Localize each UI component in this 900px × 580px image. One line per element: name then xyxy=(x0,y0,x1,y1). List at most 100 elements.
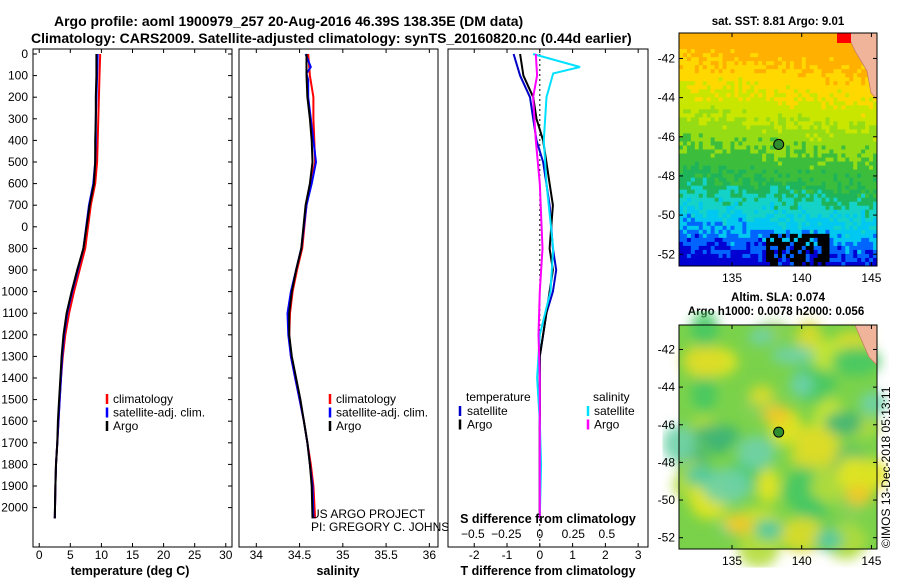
sst-cell xyxy=(690,229,696,235)
sst-cell xyxy=(718,77,723,82)
sst-cell xyxy=(718,173,723,179)
difference-series xyxy=(512,53,581,519)
sst-cell xyxy=(734,189,739,195)
sst-cell xyxy=(714,113,719,118)
sst-cell xyxy=(750,153,755,158)
sst-cell xyxy=(766,137,771,142)
sst-cell xyxy=(722,193,727,199)
sst-cell xyxy=(679,77,684,82)
sst-cell xyxy=(750,149,755,154)
sst-cell xyxy=(829,101,834,106)
sst-cell xyxy=(801,261,807,267)
sst-cell xyxy=(781,249,787,255)
sst-cell xyxy=(861,209,866,215)
sst-cell xyxy=(702,69,708,74)
sst-cell xyxy=(702,241,708,247)
sst-cell xyxy=(781,229,787,235)
tdiff-tick-label: -2 xyxy=(469,548,480,562)
sst-cell xyxy=(785,153,791,158)
sst-cell xyxy=(841,225,846,231)
sst-cell xyxy=(722,185,727,191)
sst-cell xyxy=(682,85,688,90)
sst-cell xyxy=(873,137,878,142)
sst-cell xyxy=(825,49,830,54)
sst-cell xyxy=(698,213,704,219)
sst-cell xyxy=(849,97,854,102)
sst-cell xyxy=(690,165,696,170)
sst-cell xyxy=(785,209,791,215)
map-lon-label: 135 xyxy=(722,554,742,568)
sst-cell xyxy=(774,121,779,126)
sst-cell xyxy=(698,33,704,38)
sst-cell xyxy=(738,165,743,170)
sst-cell xyxy=(821,153,826,158)
sst-cell xyxy=(781,61,787,66)
sst-cell xyxy=(750,101,755,106)
sst-cell xyxy=(778,213,783,219)
sst-cell xyxy=(841,177,846,183)
sst-cell xyxy=(750,121,755,126)
sst-cell xyxy=(841,61,846,66)
sst-cell xyxy=(726,253,731,259)
sst-cell xyxy=(829,105,834,110)
sst-cell xyxy=(730,177,735,183)
sst-cell xyxy=(825,105,830,110)
sst-cell xyxy=(805,37,811,42)
sst-cell xyxy=(730,41,735,46)
sst-cell xyxy=(793,169,799,175)
sst-cell xyxy=(805,65,811,70)
sst-cell xyxy=(869,205,874,211)
legend-label: Argo xyxy=(594,418,620,432)
sst-cell xyxy=(726,93,731,98)
sst-cell xyxy=(714,61,719,66)
sst-cell xyxy=(746,261,751,267)
sst-cell xyxy=(861,241,866,247)
sst-cell xyxy=(746,77,751,82)
sst-cell xyxy=(754,137,759,142)
sst-cell xyxy=(682,57,688,62)
sla-blob xyxy=(859,391,887,416)
sst-cell xyxy=(679,105,684,110)
sst-cell xyxy=(873,133,878,138)
sst-cell xyxy=(873,217,878,223)
sst-cell xyxy=(738,161,743,166)
sst-cell xyxy=(849,213,854,219)
sst-cell xyxy=(762,177,767,183)
sst-cell xyxy=(857,261,862,267)
sst-cell xyxy=(821,133,826,138)
sst-cell xyxy=(845,129,850,134)
sst-cell xyxy=(781,45,787,50)
sst-cell xyxy=(797,225,803,231)
sst-cell xyxy=(861,165,866,170)
sst-cell xyxy=(698,165,704,170)
sst-cell xyxy=(694,41,700,46)
sst-cell xyxy=(837,185,842,191)
sst-cell xyxy=(710,37,716,42)
sst-cell xyxy=(690,149,696,154)
sst-cell xyxy=(706,169,712,175)
sst-cell xyxy=(714,85,719,90)
sst-cell xyxy=(754,237,759,243)
sst-cell xyxy=(730,157,735,162)
sst-cell xyxy=(686,97,692,102)
sst-cell xyxy=(857,157,862,162)
sst-cell xyxy=(853,185,858,191)
sst-cell xyxy=(742,53,747,58)
sst-cell xyxy=(805,97,811,102)
sst-cell xyxy=(690,125,696,130)
sst-cell xyxy=(690,205,696,211)
sst-cell xyxy=(809,225,815,231)
sst-cell xyxy=(829,65,834,70)
sst-cell xyxy=(734,221,739,227)
sst-cell xyxy=(857,141,862,146)
sst-cell xyxy=(698,77,704,82)
sst-cell xyxy=(726,261,731,267)
sst-cell xyxy=(861,185,866,191)
sst-cell xyxy=(857,201,862,207)
sst-cell xyxy=(714,169,719,175)
sst-cell xyxy=(789,141,795,146)
sst-cell xyxy=(706,89,712,94)
sst-cell xyxy=(829,97,834,102)
sst-cell xyxy=(833,145,838,150)
sst-cell xyxy=(853,73,858,78)
